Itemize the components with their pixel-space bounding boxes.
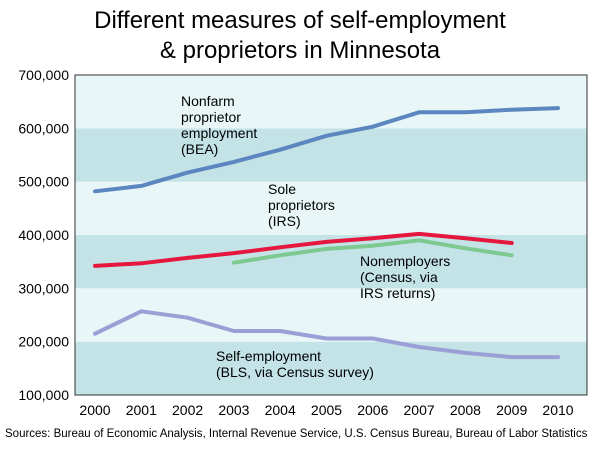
background-band xyxy=(75,288,587,342)
x-axis-ticks: 2000 2001 2002 2003 2004 2005 2006 2007 2008 2009… xyxy=(79,402,573,418)
series-line-bea xyxy=(93,106,560,194)
source-note: Sources: Bureau of Economic Analysis, In… xyxy=(5,428,588,440)
series-line-bls xyxy=(93,309,560,360)
series-line-irs xyxy=(93,231,514,268)
x-tick-label: 2000 xyxy=(79,402,110,418)
chart-title: Different measures of self-employment & … xyxy=(0,6,600,66)
x-tick-label: 2007 xyxy=(404,402,435,418)
x-tick-label: 2009 xyxy=(496,402,527,418)
x-tick-label: 2008 xyxy=(450,402,481,418)
y-tick-label: 300,000 xyxy=(18,280,69,296)
background-band xyxy=(75,75,587,129)
x-tick-label: 2006 xyxy=(357,402,388,418)
y-tick-label: 400,000 xyxy=(18,227,69,243)
background-band xyxy=(75,128,587,182)
x-tick-label: 2001 xyxy=(126,402,157,418)
y-axis-ticks: 100,000 200,000 300,000 400,000 500,000 600,0… xyxy=(18,67,69,403)
y-tick-label: 200,000 xyxy=(18,334,69,350)
y-tick-label: 600,000 xyxy=(18,120,69,136)
series-label-bea: Nonfarm proprietor employment (BEA) xyxy=(181,93,257,157)
x-tick-label: 2004 xyxy=(265,402,296,418)
chart-title-line-1: Different measures of self-employment xyxy=(94,7,506,34)
series-label-bls: Self-employment (BLS, via Census survey) xyxy=(216,348,374,380)
y-tick-label: 700,000 xyxy=(18,67,69,83)
series-label-irs: Sole proprietors (IRS) xyxy=(268,181,335,229)
series-lines xyxy=(93,106,560,360)
x-tick-label: 2003 xyxy=(218,402,249,418)
plot-frame xyxy=(74,74,588,396)
series-label-census: Nonemployers (Census, via IRS returns) xyxy=(360,253,450,301)
x-tick-label: 2002 xyxy=(172,402,203,418)
series-line-census xyxy=(231,238,514,265)
x-tick-label: 2010 xyxy=(542,402,573,418)
background-band xyxy=(75,181,587,235)
chart-title-line-2: & proprietors in Minnesota xyxy=(159,37,441,64)
background-bands xyxy=(75,75,587,395)
background-band xyxy=(75,341,587,395)
series-labels: Nonfarm proprietor employment (BEA)Sole prop… xyxy=(181,93,450,380)
x-tick-label: 2005 xyxy=(311,402,342,418)
y-tick-label: 100,000 xyxy=(18,387,69,403)
y-tick-label: 500,000 xyxy=(18,174,69,190)
